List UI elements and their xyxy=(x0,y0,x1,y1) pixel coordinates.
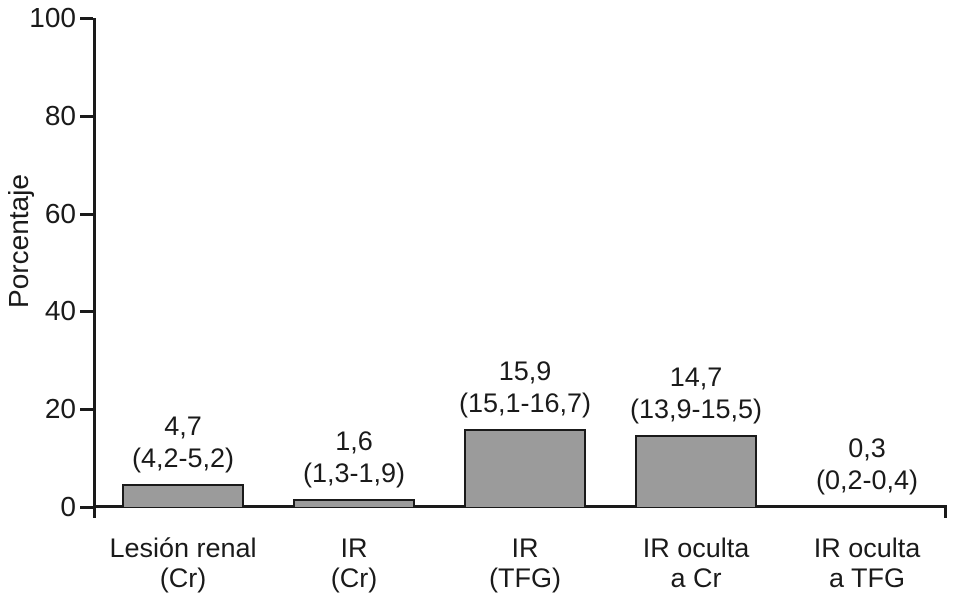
x-category-label: IR (TFG) xyxy=(489,533,561,593)
y-tick-label: 0 xyxy=(60,491,76,522)
y-tick xyxy=(80,506,93,509)
bar xyxy=(806,505,928,508)
bar-value-label: 0,3 (0,2-0,4) xyxy=(815,432,919,495)
bar-value-label: 4,7 (4,2-5,2) xyxy=(131,411,235,473)
y-tick-label: 60 xyxy=(44,198,76,229)
y-tick-label: 100 xyxy=(29,2,76,33)
y-tick-label: 80 xyxy=(44,100,76,131)
x-category-label: IR oculta a TFG xyxy=(813,533,921,593)
x-category-label: IR oculta a Cr xyxy=(642,533,750,593)
bar xyxy=(293,499,415,507)
bar-value-label: 14,7 (13,9-15,5) xyxy=(629,362,763,425)
bar xyxy=(635,435,757,507)
bar xyxy=(464,429,586,507)
y-tick xyxy=(80,17,93,20)
y-axis-line xyxy=(93,18,96,518)
bar-value-label: 15,9 (15,1-16,7) xyxy=(458,356,592,419)
y-tick-label: 20 xyxy=(44,393,76,424)
bar xyxy=(122,484,244,507)
x-category-label: Lesión renal (Cr) xyxy=(109,533,257,593)
y-tick xyxy=(80,310,93,313)
x-axis-end-tick xyxy=(944,505,947,518)
x-category-label: IR (Cr) xyxy=(330,533,378,593)
bar-value-label: 1,6 (1,3-1,9) xyxy=(302,426,406,489)
y-tick-label: 40 xyxy=(44,295,76,326)
y-tick xyxy=(80,408,93,411)
y-tick xyxy=(80,115,93,118)
y-tick xyxy=(80,213,93,216)
